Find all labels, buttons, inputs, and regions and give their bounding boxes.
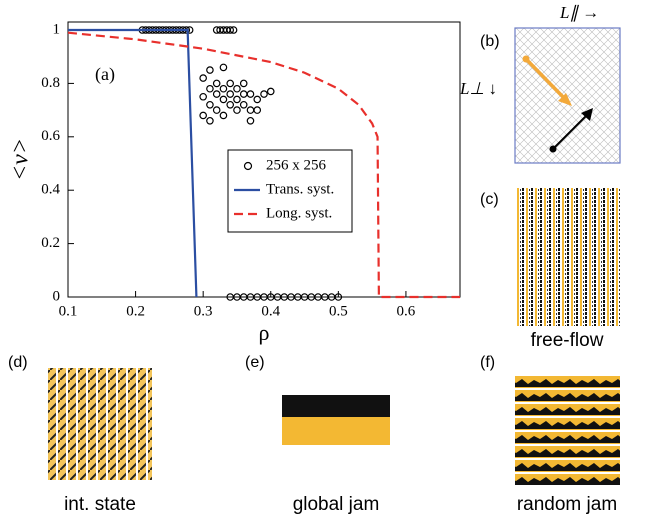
arrow <box>552 113 589 150</box>
marker <box>206 84 214 93</box>
panel-label: (a) <box>95 64 115 85</box>
caption: global jam <box>293 494 380 515</box>
image <box>282 417 390 445</box>
plot-frame <box>67 21 461 298</box>
marker <box>199 111 207 120</box>
axis-label: L⊥ ↓ <box>459 79 497 98</box>
caption: random jam <box>517 494 617 515</box>
lattice <box>514 27 621 164</box>
panel-label: (f) <box>480 354 495 371</box>
marker <box>199 74 207 82</box>
marker <box>226 100 235 109</box>
marker <box>239 100 248 109</box>
y-tick-label: 0 <box>53 288 61 304</box>
marker <box>199 92 207 101</box>
y-axis-label: <v> <box>8 138 34 181</box>
x-tick-label: 0.1 <box>59 303 78 319</box>
dot <box>522 55 530 63</box>
marker <box>229 26 238 34</box>
y-tick-label: 0.6 <box>41 128 60 144</box>
marker <box>266 87 275 96</box>
x-axis-label: ρ <box>259 320 270 345</box>
image <box>515 188 620 326</box>
x-tick-label: 0.3 <box>194 303 213 319</box>
marker <box>206 116 214 125</box>
panel-label: (c) <box>480 191 499 208</box>
marker <box>239 90 248 98</box>
y-tick-label: 1 <box>53 21 61 37</box>
marker <box>226 79 235 88</box>
arrow <box>524 57 568 102</box>
x-tick-label: 0.5 <box>329 303 348 319</box>
marker <box>260 90 268 98</box>
legend-label: Trans. syst. <box>266 181 334 197</box>
arrow-head <box>581 108 593 121</box>
marker <box>212 90 221 98</box>
marker <box>233 95 241 104</box>
image <box>282 395 390 417</box>
marker <box>226 26 235 34</box>
marker <box>219 111 228 120</box>
x-tick-label: 0.6 <box>397 303 416 319</box>
y-tick-label: 0.4 <box>41 182 60 198</box>
series-line <box>67 31 460 299</box>
marker <box>246 106 255 114</box>
legend-label: 256 x 256 <box>266 157 327 173</box>
x-tick-label: 0.4 <box>261 303 280 319</box>
marker <box>334 293 343 301</box>
marker <box>206 100 214 109</box>
panel-label: (e) <box>245 354 265 371</box>
marker <box>219 63 228 72</box>
dot <box>549 145 557 153</box>
marker <box>212 79 221 88</box>
caption: free-flow <box>531 330 604 351</box>
image <box>515 375 620 485</box>
legend-marker <box>243 161 253 171</box>
caption: int. state <box>64 494 136 515</box>
marker <box>253 106 262 114</box>
marker <box>246 90 255 98</box>
x-tick-label: 0.2 <box>126 303 145 319</box>
marker <box>206 66 214 74</box>
arrow-head <box>558 93 572 106</box>
image <box>48 368 152 480</box>
marker <box>219 84 228 93</box>
marker <box>246 116 255 125</box>
marker <box>226 90 235 98</box>
panel-label: (b) <box>480 33 500 50</box>
marker <box>219 95 228 104</box>
legend-label: Long. syst. <box>266 205 332 221</box>
series-line <box>68 28 198 298</box>
panel-label: (d) <box>8 354 28 371</box>
marker <box>239 79 248 88</box>
marker <box>253 95 262 104</box>
marker <box>233 84 241 93</box>
y-tick-label: 0.8 <box>41 75 60 91</box>
marker <box>212 106 221 114</box>
marker <box>233 106 241 114</box>
y-tick-label: 0.2 <box>41 235 60 251</box>
axis-label: L∥ → <box>559 3 599 22</box>
plot-a: 0.1 0.2 0.3 0.4 0.5 0.6 0 0.2 0.4 0.6 0.8 1 ρ <v> (a) 2… <box>8 21 461 345</box>
